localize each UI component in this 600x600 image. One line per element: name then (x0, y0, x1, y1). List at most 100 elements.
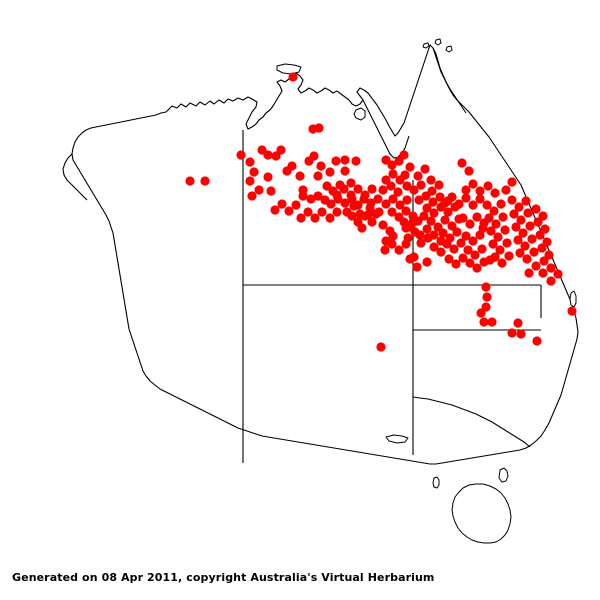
occurrence-point (546, 276, 556, 286)
occurrence-point (310, 213, 320, 223)
occurrence-point (516, 329, 526, 339)
occurrence-point (381, 175, 391, 185)
occurrence-point (422, 224, 432, 234)
occurrence-point (468, 179, 478, 189)
occurrence-point (388, 194, 398, 204)
occurrence-point (427, 186, 437, 196)
occurrence-point (465, 219, 475, 229)
occurrence-point (521, 196, 531, 206)
occurrence-point (409, 185, 419, 195)
occurrence-point (388, 169, 398, 179)
occurrence-point (247, 191, 257, 201)
occurrence-point (496, 199, 506, 209)
occurrence-point (461, 185, 471, 195)
occurrence-point (325, 167, 335, 177)
occurrence-point (298, 191, 308, 201)
caption-bar: Generated on 08 Apr 2011, copyright Aust… (0, 560, 600, 600)
occurrence-point (414, 195, 424, 205)
occurrence-point (303, 207, 313, 217)
occurrence-point (340, 198, 350, 208)
occurrence-point (367, 217, 377, 227)
occurrence-point (449, 244, 459, 254)
occurrence-point (426, 216, 436, 226)
kangaroo-island-outline (386, 435, 408, 443)
occurrence-point (185, 176, 195, 186)
occurrence-point (401, 206, 411, 216)
occurrence-point (331, 156, 341, 166)
occurrence-point (306, 194, 316, 204)
occurrence-point (365, 203, 375, 213)
occurrence-point (434, 180, 444, 190)
occurrence-point (405, 162, 415, 172)
occurrence-point (412, 262, 422, 272)
occurrence-point (376, 342, 386, 352)
occurrence-point (567, 306, 577, 316)
occurrence-point (475, 186, 485, 196)
occurrence-point (523, 208, 533, 218)
occurrence-point (468, 236, 478, 246)
occurrence-point (284, 206, 294, 216)
occurrence-point (200, 176, 210, 186)
occurrence-point (401, 223, 411, 233)
occurrence-point (516, 215, 526, 225)
occurrence-point (458, 253, 468, 263)
occurrence-point (438, 228, 448, 238)
occurrence-point (387, 160, 397, 170)
occurrence-point (313, 171, 323, 181)
occurrence-point (529, 247, 539, 257)
occurrence-point (295, 171, 305, 181)
occurrence-point (479, 218, 489, 228)
occurrence-point (472, 263, 482, 273)
occurrence-point (317, 207, 327, 217)
occurrence-point (309, 151, 319, 161)
occurrence-point (429, 230, 439, 240)
occurrence-point (340, 155, 350, 165)
occurrence-point (525, 221, 535, 231)
occurrence-point (388, 231, 398, 241)
occurrence-point (296, 213, 306, 223)
occurrence-point (316, 161, 326, 171)
occurrence-point (287, 161, 297, 171)
occurrence-point (245, 157, 255, 167)
occurrence-point (481, 282, 491, 292)
occurrence-point (509, 209, 519, 219)
occurrence-point (524, 268, 534, 278)
occurrence-point (263, 172, 273, 182)
occurrence-point (475, 230, 485, 240)
occurrence-point (332, 190, 342, 200)
occurrence-point (502, 238, 512, 248)
australia-mainland-outline (72, 45, 578, 464)
fraser-island-outline (570, 291, 576, 307)
occurrence-point (513, 235, 523, 245)
torres-strait-island-2 (435, 39, 441, 45)
occurrence-point (444, 254, 454, 264)
occurrence-point (482, 200, 492, 210)
occurrence-point (440, 215, 450, 225)
occurrence-point (346, 190, 356, 200)
occurrence-point (456, 238, 466, 248)
occurrence-point (332, 207, 342, 217)
occurrence-point (491, 219, 501, 229)
australia-map-svg (62, 38, 579, 544)
occurrence-point (314, 123, 324, 133)
occurrence-point (500, 225, 510, 235)
occurrence-point (353, 217, 363, 227)
occurrence-point (416, 238, 426, 248)
occurrence-point (395, 175, 405, 185)
occurrence-point (464, 166, 474, 176)
occurrence-point (527, 234, 537, 244)
occurrence-point (535, 230, 545, 240)
occurrence-point (371, 209, 381, 219)
occurrence-point (553, 269, 563, 279)
occurrence-point (360, 190, 370, 200)
occurrence-point (399, 150, 409, 160)
occurrence-point (291, 200, 301, 210)
torres-strait-island-1 (423, 43, 429, 48)
occurrence-point (326, 199, 336, 209)
occurrence-point (488, 239, 498, 249)
occurrence-point (415, 230, 425, 240)
occurrence-point (387, 207, 397, 217)
flinders-island-outline (499, 468, 508, 482)
occurrence-point (403, 233, 413, 243)
